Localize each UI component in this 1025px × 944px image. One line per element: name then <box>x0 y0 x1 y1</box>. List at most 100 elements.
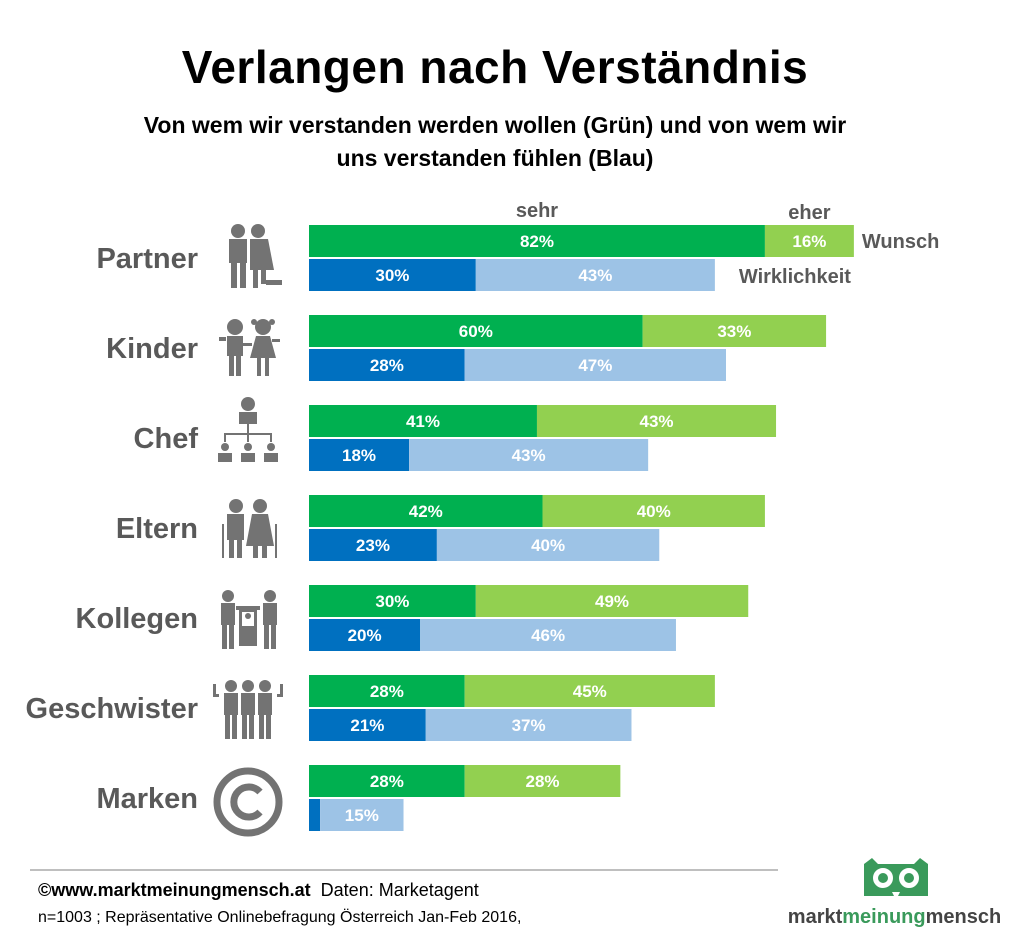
children-icon-part <box>227 336 243 356</box>
elderly-couple-icon <box>222 499 277 558</box>
children-icon-part <box>219 337 226 341</box>
bar-wirklichkeit-eher <box>464 349 726 381</box>
data-source: Daten: Marketagent <box>320 880 479 900</box>
colleagues-icon <box>221 590 277 649</box>
siblings-icon-part <box>241 693 255 715</box>
elderly-couple-icon-part <box>275 524 277 558</box>
bar-wirklichkeit-sehr <box>309 799 321 831</box>
data-label: 30% <box>375 592 409 611</box>
category-label: Kollegen <box>76 603 198 635</box>
data-label: 33% <box>717 322 751 341</box>
hierarchy-icon-part <box>239 412 257 424</box>
elderly-couple-icon-part <box>222 524 224 558</box>
data-label: 43% <box>512 446 546 465</box>
chart-subtitle-line-1: Von wem wir verstanden werden wollen (Gr… <box>143 112 847 138</box>
chart-title: Verlangen nach Verständnis <box>181 41 809 93</box>
bar-wirklichkeit-sehr <box>309 529 437 561</box>
annotation-wirklichkeit: Wirklichkeit <box>739 266 851 288</box>
children-icon-part <box>251 319 257 325</box>
children-icon-part <box>257 358 261 376</box>
bar-wunsch-eher <box>642 315 827 347</box>
data-label: 21% <box>350 716 384 735</box>
category-label: Partner <box>96 243 198 275</box>
bar-wirklichkeit-eher <box>425 709 632 741</box>
bar-wirklichkeit-eher <box>420 619 676 651</box>
category-label: Marken <box>96 783 198 815</box>
bar-wirklichkeit-eher <box>436 529 660 561</box>
colleagues-icon-part <box>271 625 276 649</box>
siblings-icon-part <box>280 684 283 696</box>
logo-text-markt: markt <box>787 906 843 928</box>
data-label: 23% <box>356 536 390 555</box>
bar-wunsch-sehr <box>309 675 465 707</box>
data-label: 20% <box>348 626 382 645</box>
logo: marktmeinungmensch <box>782 856 1007 936</box>
siblings-icon <box>213 680 283 739</box>
couple-icon-part <box>266 280 282 285</box>
category-label: Chef <box>134 423 199 455</box>
elderly-couple-icon-part <box>237 540 242 558</box>
couple-icon-part <box>261 270 266 284</box>
colleagues-icon-part <box>222 625 227 649</box>
siblings-icon-part <box>266 715 271 739</box>
bar-wunsch-sehr <box>309 495 543 527</box>
bar-wirklichkeit-sehr <box>309 619 421 651</box>
colleagues-icon-part <box>263 603 277 625</box>
bar-wunsch-eher <box>764 225 854 257</box>
siblings-icon-part <box>258 693 272 715</box>
bar-wunsch-sehr <box>309 765 465 797</box>
children-icon-part <box>227 319 243 335</box>
colleagues-icon-part <box>256 606 260 610</box>
couple-icon-part <box>253 270 258 288</box>
elderly-couple-icon-part <box>227 514 244 540</box>
children-icon-part <box>255 319 271 335</box>
siblings-icon-part <box>225 715 230 739</box>
children-icon-part <box>236 356 241 376</box>
hierarchy-icon-part <box>221 443 229 451</box>
elderly-couple-icon-part <box>262 546 267 558</box>
data-label: 60% <box>459 322 493 341</box>
data-label: 28% <box>526 772 560 791</box>
elderly-couple-icon-part <box>253 499 267 513</box>
hierarchy-icon-part <box>267 443 275 451</box>
category-label: Kinder <box>106 333 198 365</box>
data-label: 41% <box>406 412 440 431</box>
couple-icon-part <box>229 239 247 263</box>
colleagues-icon-part <box>264 590 276 602</box>
siblings-icon-part <box>249 715 254 739</box>
hierarchy-icon-part <box>224 433 226 442</box>
siblings-icon-part <box>259 680 271 692</box>
data-label: 47% <box>578 356 612 375</box>
elderly-couple-icon-part <box>246 514 274 546</box>
hierarchy-icon-part <box>241 397 255 411</box>
bar-wunsch-eher <box>464 765 621 797</box>
owl-logo-icon <box>864 858 928 900</box>
bar-wirklichkeit-sehr <box>309 439 410 471</box>
hierarchy-icon-part <box>218 453 232 462</box>
colleagues-icon-part <box>245 613 251 619</box>
annotation-sehr: sehr <box>516 200 558 222</box>
children-icon-part <box>269 319 275 325</box>
bar-wunsch-eher <box>475 585 749 617</box>
stacked-bar-chart: Partner 82% 16% 30% 43% sehr eher Wunsch Wirklic… <box>26 200 939 837</box>
siblings-icon-part <box>213 684 216 696</box>
chart-subtitle-line-2: uns verstanden fühlen (Blau) <box>336 145 654 171</box>
source-link[interactable]: ©www.marktmeinungmensch.at <box>38 880 311 900</box>
data-label: 43% <box>639 412 673 431</box>
annotation-wunsch: Wunsch <box>862 231 939 253</box>
bar-wirklichkeit-eher <box>320 799 404 831</box>
children-icon-part <box>229 356 234 376</box>
logo-text-meinung: meinung <box>842 906 926 928</box>
siblings-icon-part <box>225 680 237 692</box>
siblings-icon-part <box>232 715 237 739</box>
siblings-icon-part <box>259 715 264 739</box>
bar-wunsch-eher <box>542 495 765 527</box>
couple-icon-part <box>250 239 274 270</box>
children-icon <box>219 319 280 376</box>
children-icon-part <box>265 358 269 376</box>
siblings-icon-part <box>242 715 247 739</box>
elderly-couple-icon-part <box>253 546 258 558</box>
hierarchy-icon <box>218 397 278 462</box>
couple-icon-part <box>231 224 245 238</box>
colleagues-icon-part <box>236 606 240 610</box>
